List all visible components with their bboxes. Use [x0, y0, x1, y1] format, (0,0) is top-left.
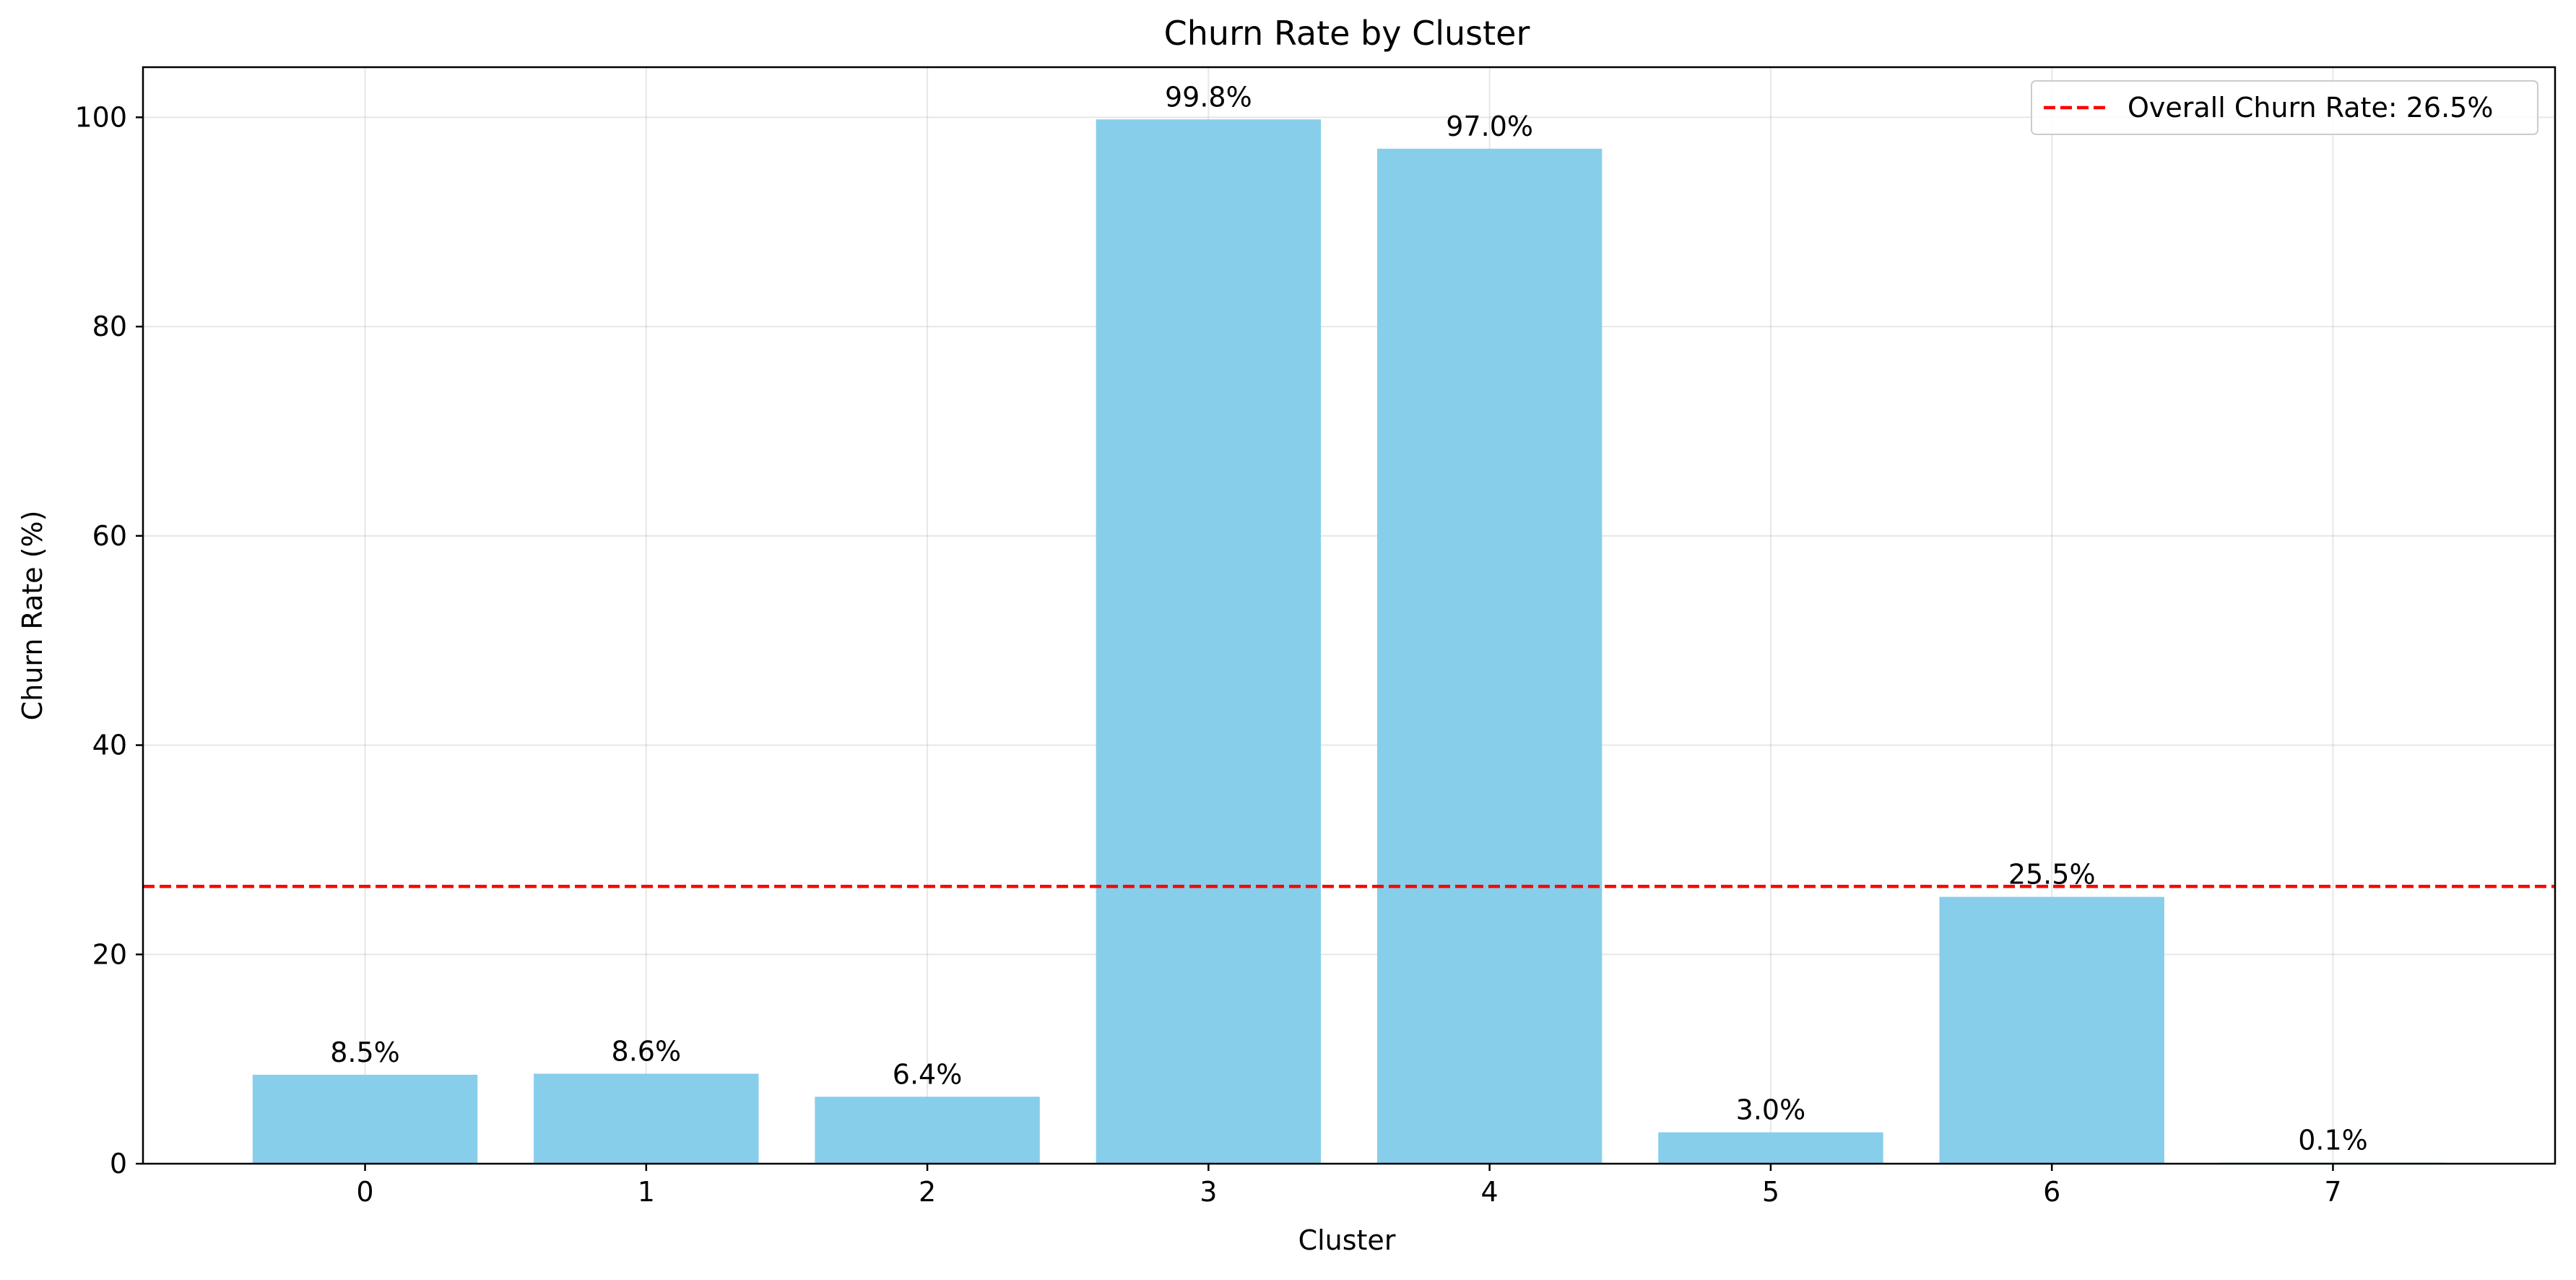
bar	[815, 1097, 1040, 1164]
y-tick-label: 20	[92, 938, 127, 970]
x-tick-label: 3	[1200, 1176, 1217, 1208]
bar	[1376, 148, 1603, 1164]
data-labels: 8.5% 8.6%6.4%99.8%97.0%3.0%25.5%0.1%	[330, 81, 2367, 1156]
legend: Overall Churn Rate: 26.5%	[2031, 80, 2538, 135]
bar-value-label: 8.6%	[612, 1035, 682, 1067]
bar	[1658, 1132, 1883, 1164]
x-tick-label: 4	[1481, 1176, 1499, 1208]
x-axis-label: Cluster	[1298, 1224, 1396, 1256]
y-tick-label: 0	[110, 1148, 127, 1180]
y-tick-label: 80	[92, 311, 127, 342]
bar	[1096, 119, 1322, 1164]
bar	[534, 1073, 759, 1164]
chart-title: Churn Rate by Cluster	[1164, 14, 1530, 53]
bar	[1939, 896, 2164, 1164]
bar-value-label: 0.1%	[2298, 1125, 2368, 1156]
axes: 0 20 40 60 80 100 0 1 2 3 4 5 6 7	[74, 66, 2557, 1208]
bar-value-label: 6.4%	[893, 1058, 963, 1090]
y-tick-label: 60	[92, 520, 127, 552]
bar-value-label: 99.8%	[1165, 81, 1252, 113]
y-axis-label: Churn Rate (%)	[17, 511, 48, 721]
bars	[252, 119, 2446, 1164]
y-tick-label: 100	[74, 101, 127, 133]
x-tick-label: 7	[2324, 1176, 2341, 1208]
x-tick-label: 2	[919, 1176, 936, 1208]
x-tick-label: 0	[356, 1176, 373, 1208]
bar-value-label: 3.0%	[1736, 1094, 1806, 1126]
x-tick-label: 1	[638, 1176, 655, 1208]
bar-value-label: 97.0%	[1446, 111, 1533, 142]
bar	[252, 1074, 478, 1164]
x-tick-label: 6	[2043, 1176, 2060, 1208]
x-tick-label: 5	[1762, 1176, 1779, 1208]
legend-box	[2031, 80, 2538, 135]
bar-value-label: 8.5%	[330, 1037, 400, 1068]
y-tick-label: 40	[92, 730, 127, 761]
legend-label: Overall Churn Rate: 26.5%	[2128, 92, 2493, 124]
plot-frame	[142, 66, 2557, 1165]
